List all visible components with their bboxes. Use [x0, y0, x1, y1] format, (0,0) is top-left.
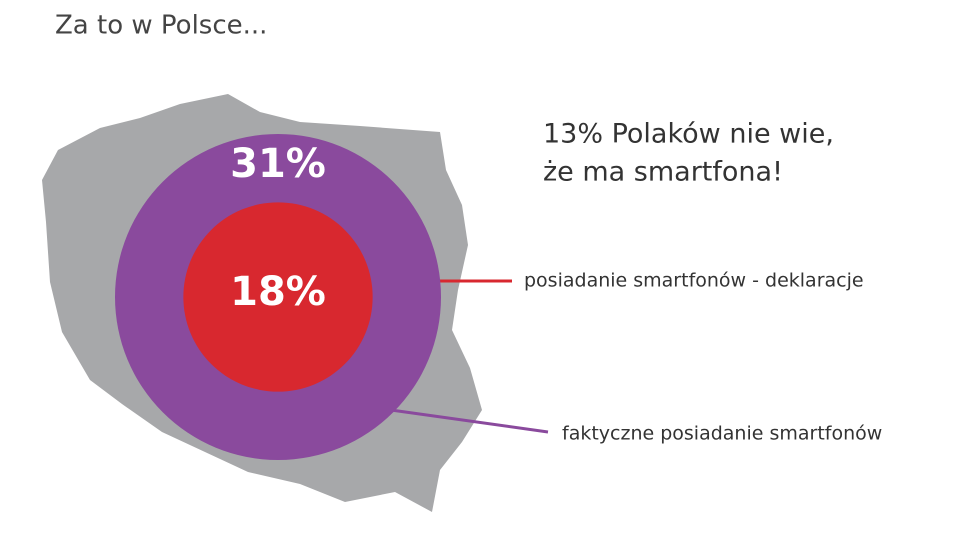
circle: [183, 202, 373, 392]
category-label: posiadanie smartfonów - deklaracje: [524, 270, 864, 292]
annotation-line: że ma smartfona!: [543, 157, 783, 188]
title: Za to w Polsce...: [55, 11, 267, 41]
value-label: 18%: [230, 269, 326, 315]
category-label: faktyczne posiadanie smartfonów: [562, 423, 882, 445]
annotation-line: 13% Polaków nie wie,: [543, 119, 834, 150]
leader-line: [390, 408, 549, 434]
value-label: 31%: [230, 141, 326, 187]
